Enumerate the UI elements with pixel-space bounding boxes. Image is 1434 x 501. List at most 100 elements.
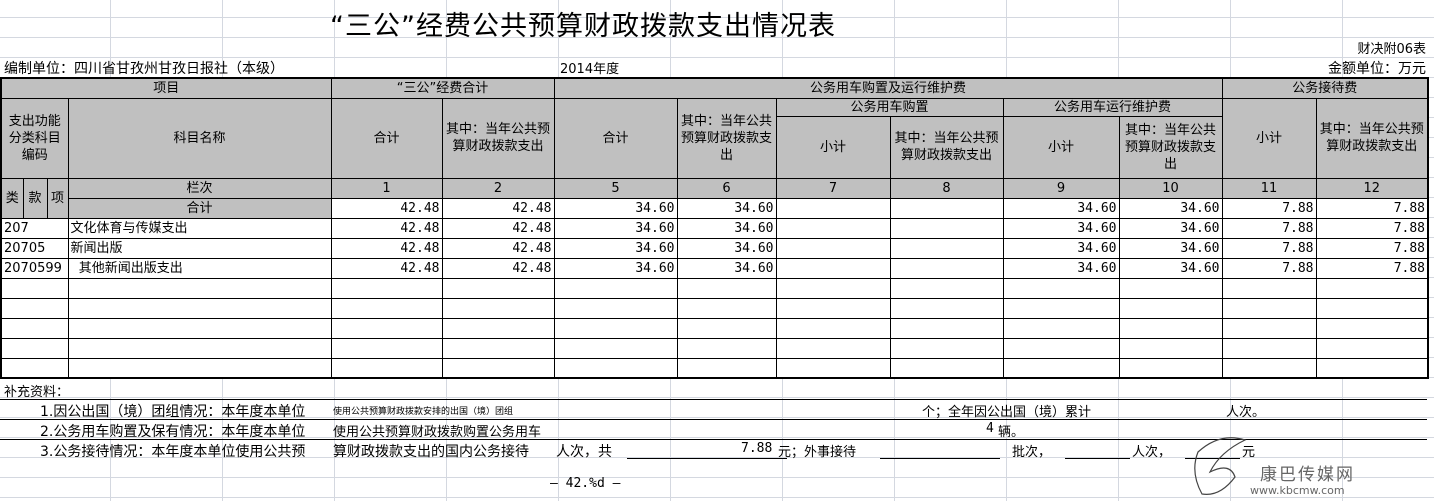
supplement-item-3: 3.公务接待情况：本年度本单位使用公共预 算财政拨款支出的国内公务接待 人次，共… <box>0 439 1427 460</box>
item3-text-b: 算财政拨款支出的国内公务接待 <box>333 444 529 460</box>
cell[interactable]: 34.60 <box>676 237 777 259</box>
cell[interactable]: 34.60 <box>553 217 678 239</box>
item3-text-g: 元 <box>1242 445 1256 460</box>
header-subtotal-7: 小计 <box>775 115 891 179</box>
cell[interactable] <box>889 257 1004 279</box>
col-no: 7 <box>775 177 891 199</box>
subject-name-cell[interactable]: 新闻出版 <box>67 237 332 259</box>
item3-text: 3.公务接待情况：本年度本单位使用公共预 <box>40 444 306 460</box>
cell[interactable]: 7.88 <box>1221 237 1317 259</box>
subject-name-cell[interactable]: 文化体育与传媒支出 <box>67 217 332 239</box>
cell[interactable] <box>889 237 1004 259</box>
cell[interactable]: 34.60 <box>1118 197 1223 219</box>
cell[interactable]: 42.48 <box>330 197 443 219</box>
code-cell[interactable]: 20705 <box>0 237 69 259</box>
code-cell[interactable]: 207 <box>0 217 69 239</box>
cell[interactable]: 34.60 <box>1002 217 1120 239</box>
item3-text-e: 批次， <box>1012 445 1052 460</box>
cell[interactable]: 34.60 <box>1002 257 1120 279</box>
cell[interactable]: 34.60 <box>676 197 777 219</box>
compiling-unit: 编制单位：四川省甘孜州甘孜日报社（本级） <box>4 61 284 77</box>
header-column-no: 栏次 <box>67 177 332 199</box>
col-no: 11 <box>1221 177 1317 199</box>
header-subtotal-11: 小计 <box>1221 97 1317 179</box>
item2-text-end: 辆。 <box>998 425 1025 440</box>
cell[interactable]: 42.48 <box>330 217 443 239</box>
total-label: 合计 <box>67 197 332 219</box>
cell[interactable]: 42.48 <box>441 197 555 219</box>
cell[interactable]: 7.88 <box>1315 237 1429 259</box>
reception-amount[interactable]: 7.88 <box>741 441 773 456</box>
header-lei: 类 <box>0 177 24 219</box>
item3-text-f: 人次， <box>1132 445 1172 460</box>
item2-text-b: 使用公共预算财政拨款购置公务用车 <box>333 425 542 440</box>
code-cell[interactable]: 2070599 <box>0 257 69 279</box>
total-row: 合计 42.48 42.48 34.60 34.60 34.60 34.60 7… <box>1 197 1429 219</box>
cell[interactable] <box>775 197 891 219</box>
cell[interactable]: 7.88 <box>1315 217 1429 239</box>
supplement-item-1: 1.因公出国（境）团组情况：本年度本单位 使用公共预算财政拨款安排的出国（境）团… <box>0 399 1427 420</box>
header-of-which-12: 其中：当年公共预算财政拨款支出 <box>1315 97 1429 179</box>
cell[interactable]: 7.88 <box>1221 257 1317 279</box>
header-of-which-10: 其中：当年公共预算财政拨款支出 <box>1118 115 1223 179</box>
cell[interactable]: 42.48 <box>441 257 555 279</box>
header-reception: 公务接待费 <box>1221 77 1429 99</box>
header-xiang: 项 <box>46 177 69 219</box>
col-no: 12 <box>1315 177 1429 199</box>
item1-text: 1.因公出国（境）团组情况：本年度本单位 <box>40 404 306 420</box>
amount-unit: 金额单位：万元 <box>1328 61 1426 77</box>
supplement-item-2: 2.公务用车购置及保有情况：本年度本单位 使用公共预算财政拨款购置公务用车 4 … <box>0 419 1427 440</box>
cell[interactable]: 42.48 <box>441 237 555 259</box>
item3-text-c: 人次，共 <box>556 444 612 460</box>
cell[interactable]: 42.48 <box>441 217 555 239</box>
cell[interactable] <box>775 257 891 279</box>
cell[interactable]: 42.48 <box>330 237 443 259</box>
cell[interactable]: 34.60 <box>676 257 777 279</box>
header-kuan: 款 <box>22 177 48 219</box>
cell[interactable] <box>775 237 891 259</box>
table-row: 2070599 其他新闻出版支出 42.48 42.48 34.60 34.60 34.6… <box>0 257 1429 279</box>
cell[interactable]: 42.48 <box>330 257 443 279</box>
cell[interactable]: 34.60 <box>1118 257 1223 279</box>
leaf-logo-icon <box>1194 437 1247 495</box>
col-no: 2 <box>441 177 555 199</box>
header-car: 公务用车购置及运行维护费 <box>553 77 1223 99</box>
expenditure-table: 项目 “三公”经费合计 公务用车购置及运行维护费 公务接待费 支出功能分类科目编… <box>0 77 1429 379</box>
cell[interactable]: 34.60 <box>1002 237 1120 259</box>
col-no: 10 <box>1118 177 1223 199</box>
item1-text-count: 个；全年因公出国（境）累计 <box>922 405 1092 420</box>
cell[interactable]: 34.60 <box>676 217 777 239</box>
fiscal-year: 2014年度 <box>560 62 620 77</box>
cell[interactable] <box>889 197 1004 219</box>
col-no: 9 <box>1002 177 1120 199</box>
cell[interactable]: 34.60 <box>553 197 678 219</box>
subject-name-cell[interactable]: 其他新闻出版支出 <box>67 257 332 279</box>
car-count[interactable]: 4 <box>986 421 994 436</box>
item2-text: 2.公务用车购置及保有情况：本年度本单位 <box>40 424 306 440</box>
item1-text-end: 人次。 <box>1226 405 1266 420</box>
supplement-title-row: 补充资料： <box>0 379 1427 400</box>
cell[interactable]: 34.60 <box>553 257 678 279</box>
page-title: “三公”经费公共预算财政拨款支出情况表 <box>330 11 836 42</box>
header-sangong-total: “三公”经费合计 <box>330 77 555 99</box>
supplement-title: 补充资料： <box>4 385 70 400</box>
header-subtotal-9: 小计 <box>1002 115 1120 179</box>
cell[interactable]: 7.88 <box>1315 257 1429 279</box>
table-row: 207 文化体育与传媒支出 42.48 42.48 34.60 34.60 34.60 34.… <box>0 217 1429 239</box>
header-of-which-2: 其中：当年公共预算财政拨款支出 <box>441 97 555 179</box>
cell[interactable]: 7.88 <box>1221 197 1317 219</box>
item3-text-d: 元；外事接待 <box>778 445 857 460</box>
header-car-maintenance: 公务用车运行维护费 <box>1002 97 1223 117</box>
col-no: 5 <box>553 177 678 199</box>
cell[interactable]: 34.60 <box>1118 237 1223 259</box>
cell[interactable]: 7.88 <box>1221 217 1317 239</box>
cell[interactable]: 34.60 <box>1002 197 1120 219</box>
header-of-which-6: 其中：当年公共预算财政拨款支出 <box>676 97 777 179</box>
cell[interactable] <box>889 217 1004 239</box>
cell[interactable]: 7.88 <box>1315 197 1429 219</box>
cell[interactable]: 34.60 <box>553 237 678 259</box>
watermark-logo: 康巴传媒网 www.kbcmw.com <box>1190 432 1390 500</box>
cell[interactable] <box>775 217 891 239</box>
cell[interactable]: 34.60 <box>1118 217 1223 239</box>
header-subject-name: 科目名称 <box>67 97 332 179</box>
